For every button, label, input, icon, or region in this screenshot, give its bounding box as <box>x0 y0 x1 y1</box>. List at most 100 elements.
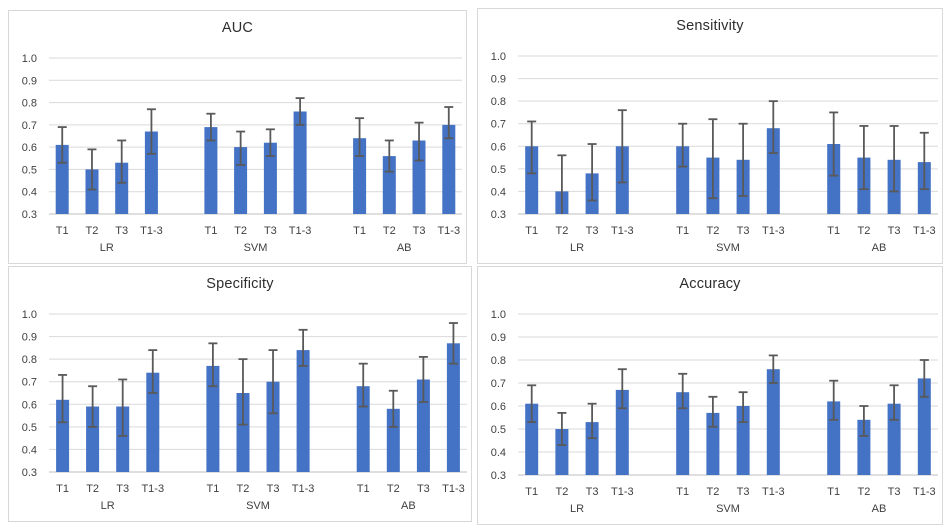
group-label: SVM <box>246 500 270 512</box>
chart-panel-accuracy: Accuracy 1.0 0.9 0.8 0.7 0.6 0.5 0.4 0.3 T1 T2 T3 T… <box>477 266 943 525</box>
y-tick-label: 0.3 <box>491 470 506 482</box>
bar <box>116 406 130 472</box>
x-tick-label: T1 <box>827 225 840 237</box>
x-tick-label: T1-3 <box>141 483 164 495</box>
bar <box>917 378 931 475</box>
x-tick-label: T1-3 <box>762 486 785 498</box>
bar <box>555 429 569 475</box>
bar <box>115 162 129 214</box>
x-tick-label: T1 <box>676 225 689 237</box>
y-tick-label: 1.0 <box>22 309 37 321</box>
x-tick-label: T3 <box>737 225 750 237</box>
y-tick-label: 0.7 <box>22 377 37 389</box>
x-tick-label: T1 <box>206 483 219 495</box>
y-tick-label: 0.4 <box>491 447 506 459</box>
bar <box>56 399 70 472</box>
bar-chart-plot: 1.0 0.9 0.8 0.7 0.6 0.5 0.4 0.3 T1 T2 T3 T1-3 LR T1 T2… <box>491 51 938 254</box>
chart-title: Sensitivity <box>676 18 744 34</box>
x-tick-label: T3 <box>417 483 430 495</box>
y-tick-label: 0.4 <box>22 444 37 456</box>
x-tick-label: T1-3 <box>292 483 315 495</box>
x-tick-label: T2 <box>555 225 568 237</box>
bar <box>144 131 158 214</box>
group-label: LR <box>101 500 115 512</box>
bar <box>236 393 250 472</box>
group-label: LR <box>100 242 114 254</box>
x-tick-label: T3 <box>888 225 901 237</box>
chart-panel-sensitivity: Sensitivity 1.0 0.9 0.8 0.7 0.6 0.5 0.4 0.3 T1 T2… <box>477 8 943 264</box>
x-tick-label: T2 <box>86 225 99 237</box>
y-tick-label: 0.9 <box>491 332 506 344</box>
x-tick-label: T1 <box>827 486 840 498</box>
y-tick-label: 0.9 <box>491 74 506 86</box>
group-label: LR <box>570 242 584 254</box>
x-tick-label: T2 <box>387 483 400 495</box>
y-tick-label: 0.8 <box>491 96 506 108</box>
x-tick-label: T1-3 <box>611 225 634 237</box>
group-label: AB <box>401 500 416 512</box>
y-tick-label: 0.3 <box>491 209 506 221</box>
x-tick-label: T3 <box>115 225 128 237</box>
bar <box>234 147 248 214</box>
bar <box>585 422 599 475</box>
chart-panel-specificity: Specificity 1.0 0.9 0.8 0.7 0.6 0.5 0.4 0.3 T1 T2… <box>8 266 472 522</box>
bar <box>263 142 277 214</box>
x-tick-label: T1 <box>676 486 689 498</box>
bar <box>446 343 460 472</box>
x-tick-label: T1-3 <box>913 486 936 498</box>
x-tick-label: T1-3 <box>140 225 163 237</box>
x-tick-label: T3 <box>586 225 599 237</box>
bar <box>676 392 690 475</box>
x-tick-label: T1 <box>525 486 538 498</box>
x-tick-label: T1 <box>525 225 538 237</box>
x-tick-label: T3 <box>267 483 280 495</box>
x-tick-label: T1 <box>56 483 69 495</box>
y-tick-label: 1.0 <box>491 309 506 321</box>
bar <box>615 389 629 475</box>
y-tick-label: 0.5 <box>22 164 37 176</box>
group-label: AB <box>872 503 887 515</box>
chart-title: AUC <box>221 20 254 36</box>
x-tick-label: T1 <box>353 225 366 237</box>
x-tick-label: T1 <box>204 225 217 237</box>
x-tick-label: T2 <box>857 225 870 237</box>
x-tick-label: T1 <box>56 225 69 237</box>
bar <box>86 406 100 472</box>
bar <box>204 127 218 214</box>
x-tick-label: T1-3 <box>611 486 634 498</box>
y-tick-label: 0.4 <box>22 187 37 199</box>
bar <box>85 169 99 214</box>
y-tick-label: 0.8 <box>22 98 37 110</box>
y-tick-label: 0.4 <box>491 186 506 198</box>
chart-title: Specificity <box>206 276 274 292</box>
bar <box>736 406 750 475</box>
y-tick-label: 0.5 <box>491 164 506 176</box>
chart-panel-auc: AUC 1.0 0.9 0.8 0.7 0.6 0.5 0.4 0.3 T1 T2 T3 T1-3 LR… <box>8 10 467 264</box>
x-tick-label: T1-3 <box>289 225 312 237</box>
y-tick-label: 0.9 <box>22 332 37 344</box>
x-tick-label: T3 <box>413 225 426 237</box>
group-label: LR <box>570 503 584 515</box>
x-tick-label: T3 <box>737 486 750 498</box>
bar <box>766 369 780 475</box>
y-tick-label: 1.0 <box>491 51 506 63</box>
x-tick-label: T1-3 <box>442 483 465 495</box>
x-tick-label: T3 <box>264 225 277 237</box>
group-label: SVM <box>716 242 740 254</box>
bar <box>146 372 160 472</box>
y-tick-label: 0.7 <box>491 119 506 131</box>
bar <box>887 403 901 475</box>
y-tick-label: 0.8 <box>22 354 37 366</box>
x-tick-label: T1-3 <box>762 225 785 237</box>
group-label: SVM <box>244 242 268 254</box>
y-tick-label: 0.5 <box>22 422 37 434</box>
x-tick-label: T2 <box>706 486 719 498</box>
x-tick-label: T2 <box>706 225 719 237</box>
bar <box>442 124 456 214</box>
y-tick-label: 0.6 <box>22 399 37 411</box>
bar <box>206 365 220 472</box>
bar-chart-plot: 1.0 0.9 0.8 0.7 0.6 0.5 0.4 0.3 T1 T2 T3 T1-3 LR T1 T2… <box>22 53 462 254</box>
bar <box>412 140 426 214</box>
y-tick-label: 0.6 <box>491 141 506 153</box>
